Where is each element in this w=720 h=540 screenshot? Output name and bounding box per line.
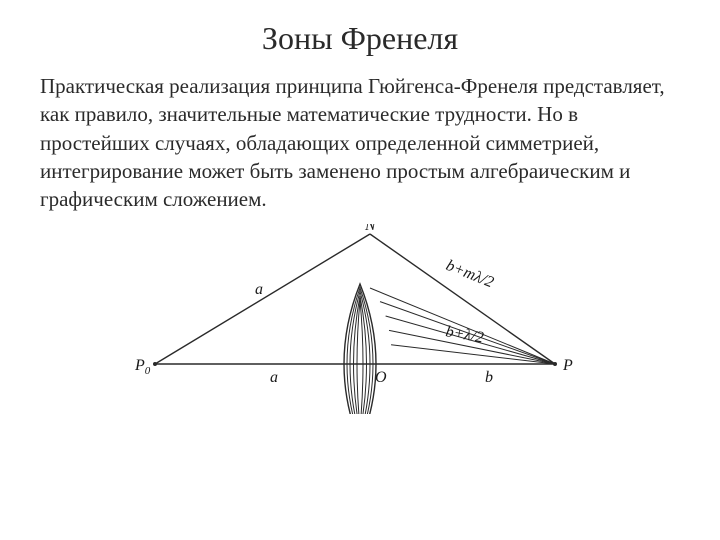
svg-text:a: a xyxy=(255,281,263,298)
svg-text:P0: P0 xyxy=(134,357,151,377)
svg-text:b+mλ/2: b+mλ/2 xyxy=(444,257,496,291)
slide: Зоны Френеля Практическая реализация при… xyxy=(0,0,720,540)
svg-text:O: O xyxy=(375,369,387,386)
fresnel-diagram: NaabOP0Pb+mλ/2b+λ/2 xyxy=(40,224,680,414)
svg-text:a: a xyxy=(270,369,278,386)
diagram-svg: NaabOP0Pb+mλ/2b+λ/2 xyxy=(125,224,595,414)
svg-text:b: b xyxy=(485,369,493,386)
slide-body: Практическая реализация принципа Гюйгенс… xyxy=(40,72,680,214)
svg-text:N: N xyxy=(364,224,377,234)
svg-text:P: P xyxy=(562,357,573,374)
slide-title: Зоны Френеля xyxy=(40,20,680,57)
